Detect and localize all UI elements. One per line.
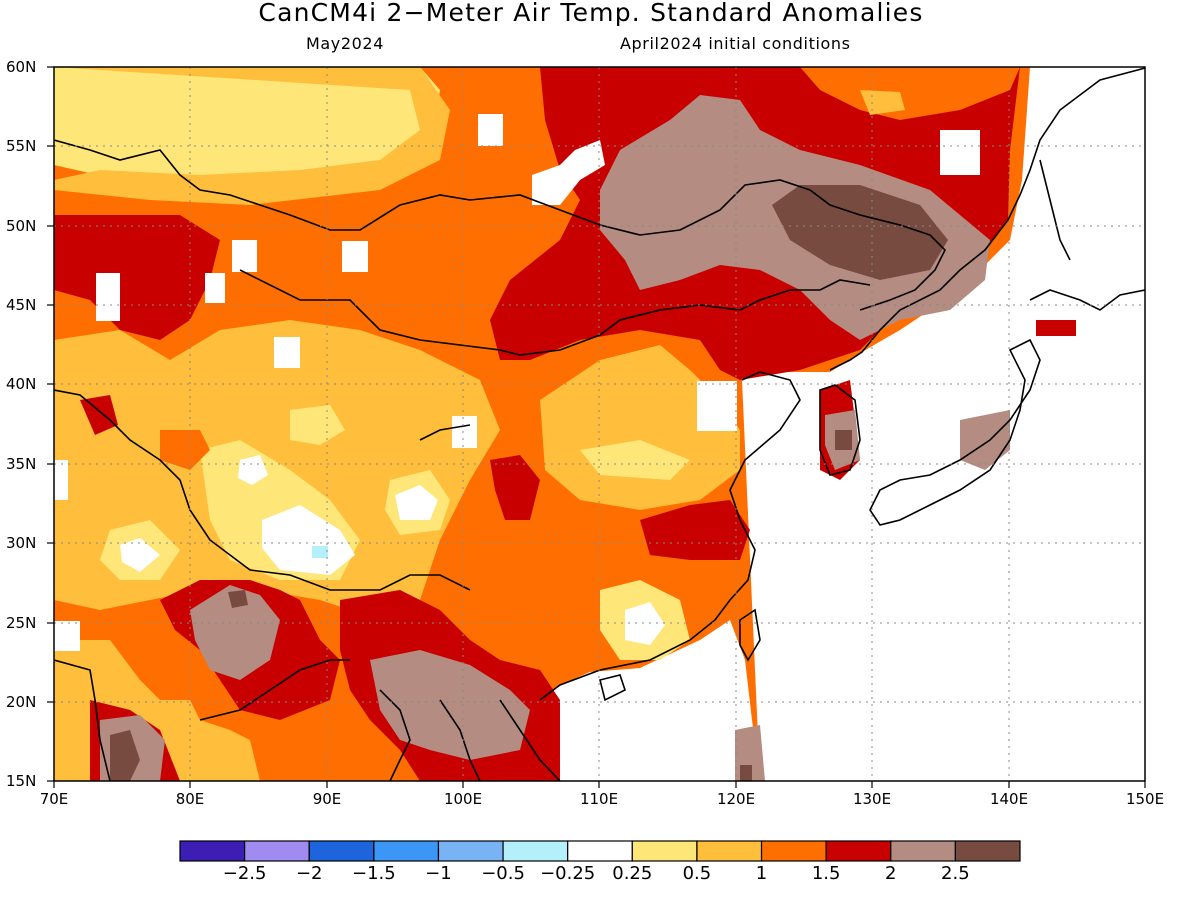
target-month-label: May2024 [306,34,384,53]
colorbar-swatch [437,840,504,862]
colorbar-tick-label: −1 [425,863,452,884]
lon-label: 90E [312,790,342,808]
lon-label: 140E [989,790,1029,808]
lon-label: 130E [852,790,892,808]
colorbar-tick-label: 2.5 [941,863,970,884]
lat-label: 25N [6,614,37,632]
colorbar-tick-label: 1 [755,863,768,884]
lat-label: 40N [6,375,37,393]
coastlines [54,67,1145,781]
lon-label: 100E [443,790,483,808]
colorbar-swatch [567,840,633,862]
colorbar-tick-label: 0.5 [682,863,712,884]
colorbar [179,840,1021,862]
colorbar-swatch [244,840,310,862]
colorbar-tick-label: −0.5 [481,863,525,884]
lat-label: 55N [6,137,37,155]
colorbar-tick-label: −1.5 [351,863,396,884]
lat-label: 30N [6,534,37,552]
anomaly-fields [54,67,1145,781]
lat-label: 60N [6,58,37,76]
initial-conditions-label: April2024 initial conditions [620,34,851,53]
lat-label: 50N [6,217,37,235]
lon-label: 110E [579,790,619,808]
lon-label: 120E [716,790,756,808]
colorbar-swatch [890,840,956,862]
colorbar-tick-label: −2 [295,863,323,884]
colorbar-swatch [373,840,440,862]
lon-label: 150E [1125,790,1165,808]
colorbar-swatch [631,840,698,862]
colorbar-tick-label: 0.25 [612,863,653,884]
lat-lon-grid [54,67,1145,781]
colorbar-swatch [825,840,892,862]
lat-label: 45N [6,296,37,314]
colorbar-swatch [308,840,375,862]
colorbar-tick-label: 2 [885,863,897,884]
map-title: CanCM4i 2−Meter Air Temp. Standard Anoma… [258,0,924,27]
colorbar-swatch [954,840,1021,862]
colorbar-swatch [696,840,763,862]
lon-label: 80E [175,790,205,808]
colorbar-swatch [760,840,827,862]
colorbar-tick-label: −0.25 [540,863,596,884]
lon-label: 70E [39,790,69,808]
colorbar-tick-label: −2.5 [222,863,267,884]
colorbar-swatch [502,840,569,862]
colorbar-tick-label: 1.5 [811,863,841,884]
colorbar-swatch [179,840,246,862]
lat-label: 15N [6,772,37,790]
axis-ticks [47,66,1146,788]
lat-label: 20N [6,693,37,711]
lat-label: 35N [6,455,37,473]
